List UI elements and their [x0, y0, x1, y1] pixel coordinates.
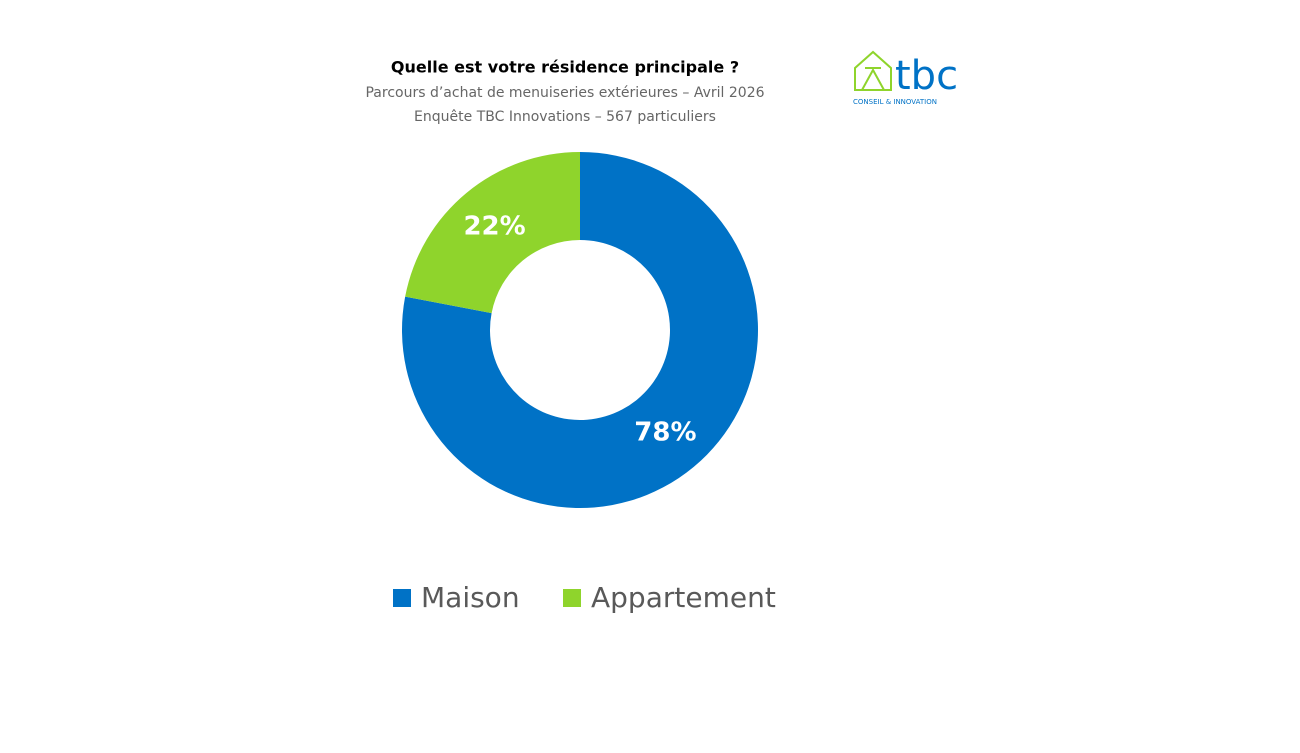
chart-title: Quelle est votre résidence principale ?	[391, 58, 739, 77]
data-label: 22%	[463, 211, 525, 241]
legend-label: Maison	[421, 581, 520, 614]
chart-subtitle: Parcours d’achat de menuiseries extérieu…	[365, 85, 764, 101]
logo-text: tbc	[895, 53, 958, 99]
logo-tagline: CONSEIL & INNOVATION	[853, 98, 937, 106]
logo-icon	[854, 50, 892, 91]
legend-swatch	[563, 589, 581, 607]
donut-segment	[405, 152, 580, 314]
data-label: 78%	[634, 418, 696, 448]
legend-label: Appartement	[591, 581, 776, 614]
chart-subtitle: Enquête TBC Innovations – 567 particulie…	[414, 109, 716, 125]
legend-swatch	[393, 589, 411, 607]
donut-segment	[401, 152, 758, 509]
logo: tbc CONSEIL & INNOVATION	[853, 50, 958, 106]
